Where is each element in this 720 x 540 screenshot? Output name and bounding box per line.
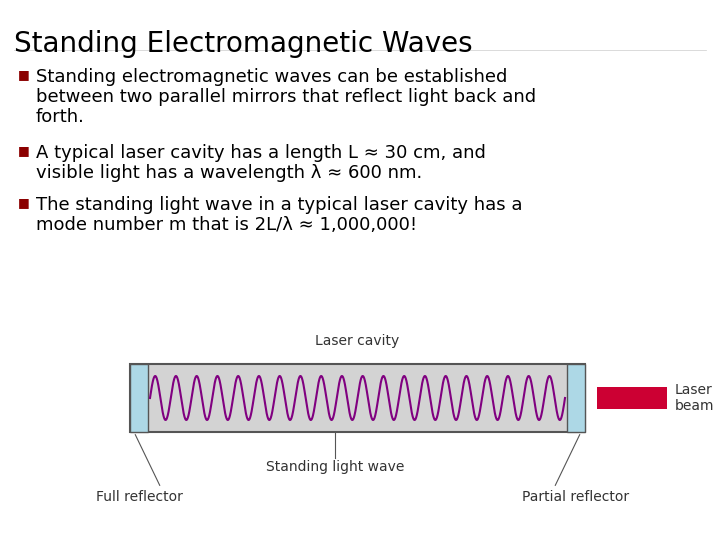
Text: ■: ■ xyxy=(18,144,30,157)
Text: Partial reflector: Partial reflector xyxy=(523,490,629,504)
Text: The standing light wave in a typical laser cavity has a: The standing light wave in a typical las… xyxy=(36,196,523,214)
Text: visible light has a wavelength λ ≈ 600 nm.: visible light has a wavelength λ ≈ 600 n… xyxy=(36,164,422,182)
Text: ■: ■ xyxy=(18,68,30,81)
Text: Standing Electromagnetic Waves: Standing Electromagnetic Waves xyxy=(14,30,472,58)
Text: Full reflector: Full reflector xyxy=(96,490,182,504)
Text: ■: ■ xyxy=(18,196,30,209)
Text: Standing light wave: Standing light wave xyxy=(266,460,404,474)
Text: Standing electromagnetic waves can be established: Standing electromagnetic waves can be es… xyxy=(36,68,508,86)
Text: forth.: forth. xyxy=(36,108,85,126)
Bar xyxy=(130,364,585,432)
Text: mode number m that is 2L/λ ≈ 1,000,000!: mode number m that is 2L/λ ≈ 1,000,000! xyxy=(36,216,417,234)
Bar xyxy=(597,387,667,409)
Text: Laser
beam: Laser beam xyxy=(675,383,714,413)
Text: Laser cavity: Laser cavity xyxy=(315,334,400,348)
Bar xyxy=(567,364,585,432)
Text: A typical laser cavity has a length L ≈ 30 cm, and: A typical laser cavity has a length L ≈ … xyxy=(36,144,486,162)
Bar xyxy=(130,364,148,432)
Text: between two parallel mirrors that reflect light back and: between two parallel mirrors that reflec… xyxy=(36,88,536,106)
